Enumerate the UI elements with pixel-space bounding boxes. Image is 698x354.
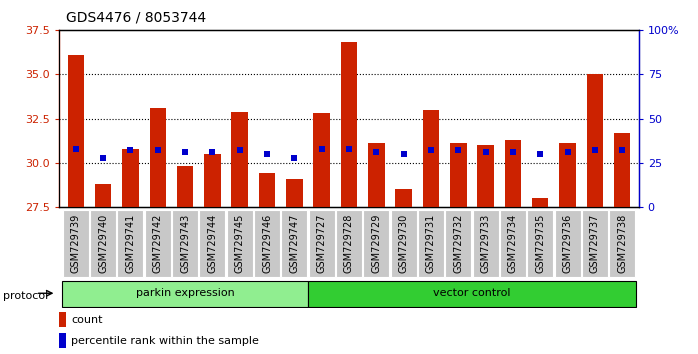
Bar: [59, 312, 66, 327]
Bar: [205, 154, 221, 207]
Bar: [341, 42, 357, 207]
Point: [589, 148, 600, 153]
Text: GSM729734: GSM729734: [508, 214, 518, 273]
Text: GSM729736: GSM729736: [563, 214, 572, 273]
Text: GSM729728: GSM729728: [344, 214, 354, 273]
Text: GSM729746: GSM729746: [262, 214, 272, 273]
Point: [371, 149, 382, 155]
FancyBboxPatch shape: [62, 281, 308, 307]
Bar: [396, 189, 412, 207]
FancyBboxPatch shape: [363, 210, 389, 277]
Bar: [313, 113, 330, 207]
Bar: [368, 143, 385, 207]
FancyBboxPatch shape: [418, 210, 444, 277]
Text: GSM729747: GSM729747: [290, 214, 299, 273]
Text: GSM729737: GSM729737: [590, 214, 600, 273]
FancyBboxPatch shape: [63, 210, 89, 277]
Bar: [68, 55, 84, 207]
Point: [316, 146, 327, 152]
FancyBboxPatch shape: [554, 210, 581, 277]
FancyBboxPatch shape: [281, 210, 307, 277]
Bar: [532, 198, 549, 207]
Bar: [95, 184, 111, 207]
FancyBboxPatch shape: [582, 210, 608, 277]
FancyBboxPatch shape: [445, 210, 471, 277]
Point: [480, 149, 491, 155]
Point: [207, 149, 218, 155]
Bar: [505, 140, 521, 207]
FancyBboxPatch shape: [90, 210, 116, 277]
Point: [152, 148, 163, 153]
Text: GSM729732: GSM729732: [453, 214, 463, 273]
Point: [179, 149, 191, 155]
Point: [234, 148, 245, 153]
Text: GSM729741: GSM729741: [126, 214, 135, 273]
Text: GSM729739: GSM729739: [70, 214, 81, 273]
Point: [98, 155, 109, 160]
Point: [562, 149, 573, 155]
Bar: [122, 149, 139, 207]
Text: protocol: protocol: [3, 291, 49, 301]
Text: GSM729738: GSM729738: [617, 214, 628, 273]
FancyBboxPatch shape: [308, 281, 636, 307]
FancyBboxPatch shape: [336, 210, 362, 277]
Text: count: count: [71, 315, 103, 325]
Text: GSM729740: GSM729740: [98, 214, 108, 273]
Bar: [259, 173, 275, 207]
FancyBboxPatch shape: [391, 210, 417, 277]
Text: GSM729729: GSM729729: [371, 214, 381, 273]
Text: GSM729731: GSM729731: [426, 214, 436, 273]
Point: [70, 146, 81, 152]
Point: [289, 155, 300, 160]
Point: [262, 151, 273, 157]
Bar: [59, 333, 66, 348]
Point: [425, 148, 436, 153]
Text: GSM729743: GSM729743: [180, 214, 190, 273]
FancyBboxPatch shape: [473, 210, 499, 277]
Text: parkin expression: parkin expression: [135, 288, 235, 298]
FancyBboxPatch shape: [117, 210, 144, 277]
Text: GSM729745: GSM729745: [235, 214, 245, 273]
Bar: [286, 179, 302, 207]
Bar: [149, 108, 166, 207]
Point: [617, 148, 628, 153]
FancyBboxPatch shape: [527, 210, 554, 277]
Point: [125, 148, 136, 153]
FancyBboxPatch shape: [309, 210, 335, 277]
Bar: [614, 133, 630, 207]
FancyBboxPatch shape: [199, 210, 225, 277]
FancyBboxPatch shape: [144, 210, 171, 277]
Bar: [232, 112, 248, 207]
Text: percentile rank within the sample: percentile rank within the sample: [71, 336, 259, 346]
Text: GDS4476 / 8053744: GDS4476 / 8053744: [66, 11, 207, 25]
FancyBboxPatch shape: [500, 210, 526, 277]
FancyBboxPatch shape: [609, 210, 635, 277]
Text: GSM729742: GSM729742: [153, 214, 163, 273]
Point: [398, 151, 409, 157]
Text: GSM729730: GSM729730: [399, 214, 408, 273]
Bar: [559, 143, 576, 207]
Point: [343, 146, 355, 152]
Bar: [423, 110, 439, 207]
Text: GSM729735: GSM729735: [535, 214, 545, 273]
Text: GSM729744: GSM729744: [207, 214, 217, 273]
Point: [453, 148, 464, 153]
FancyBboxPatch shape: [227, 210, 253, 277]
Bar: [177, 166, 193, 207]
Bar: [587, 74, 603, 207]
Point: [535, 151, 546, 157]
FancyBboxPatch shape: [254, 210, 280, 277]
Point: [507, 149, 519, 155]
Bar: [450, 143, 466, 207]
FancyBboxPatch shape: [172, 210, 198, 277]
Text: GSM729727: GSM729727: [317, 213, 327, 273]
Text: GSM729733: GSM729733: [481, 214, 491, 273]
Bar: [477, 145, 493, 207]
Text: vector control: vector control: [433, 288, 511, 298]
